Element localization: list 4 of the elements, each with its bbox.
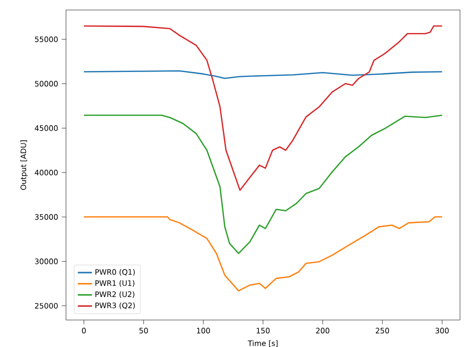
line-series	[83, 216, 443, 292]
line-series	[83, 25, 443, 191]
line-series	[83, 114, 443, 254]
line-series	[83, 70, 443, 80]
